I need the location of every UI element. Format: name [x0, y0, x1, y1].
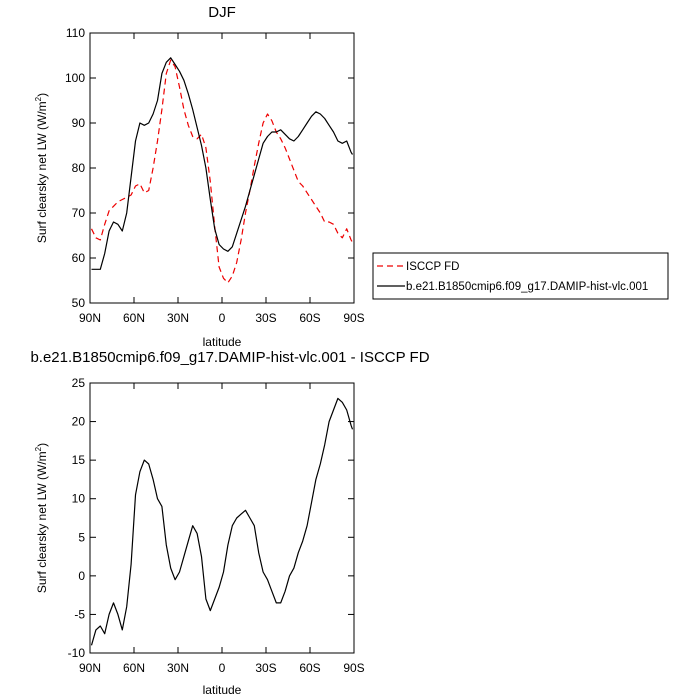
legend-label-model: b.e21.B1850cmip6.f09_g17.DAMIP-hist-vlc.…: [406, 281, 648, 293]
bottom-y-axis-label-main: Surf clearsky net LW (W/m: [35, 451, 49, 593]
top-y-tick-label: 80: [72, 161, 86, 175]
bottom-x-axis-label: latitude: [203, 683, 242, 697]
bottom-x-ticks: 90N 60N 30N 0 30S 60S 90S: [79, 383, 365, 675]
top-x-axis-label: latitude: [203, 335, 242, 349]
bottom-y-tick-label: 10: [72, 492, 86, 506]
top-y-axis-label: Surf clearsky net LW (W/m2): [34, 93, 49, 243]
bottom-y-tick-label: 20: [72, 415, 86, 429]
top-x-tick-label: 60N: [123, 311, 145, 325]
bottom-y-tick-label: 0: [78, 569, 85, 583]
top-x-tick-label: 90N: [79, 311, 101, 325]
bottom-y-tick-label: -10: [68, 646, 86, 660]
bottom-x-tick-label: 30S: [255, 661, 276, 675]
bottom-y-tick-label: 5: [78, 530, 85, 544]
top-y-tick-label: 70: [72, 206, 86, 220]
bottom-series-lines: [90, 397, 354, 646]
top-x-tick-label: 0: [219, 311, 226, 325]
top-x-ticks: 90N 60N 30N 0 30S 60S 90S: [79, 33, 365, 325]
bottom-y-tick-label: 15: [72, 453, 86, 467]
top-x-tick-label: 30S: [255, 311, 276, 325]
top-y-axis-label-sup: 2: [34, 96, 43, 101]
top-y-tick-label: 50: [72, 296, 86, 310]
top-y-tick-label: 60: [72, 251, 86, 265]
panel-bottom: b.e21.B1850cmip6.f09_g17.DAMIP-hist-vlc.…: [30, 349, 429, 697]
top-series-line-1: [90, 59, 354, 284]
bottom-x-tick-label: 30N: [167, 661, 189, 675]
top-x-tick-label: 30N: [167, 311, 189, 325]
legend-box: [372, 252, 669, 300]
bottom-x-tick-label: 90S: [343, 661, 364, 675]
bottom-plot-frame: [89, 382, 355, 654]
bottom-series-line-1: [90, 397, 354, 646]
legend: ISCCP FD b.e21.B1850cmip6.f09_g17.DAMIP-…: [372, 252, 669, 300]
bottom-x-tick-label: 60S: [299, 661, 320, 675]
bottom-y-ticks: -10 -5 0 5 10 15 20 25: [68, 376, 354, 660]
top-x-tick-label: 90S: [343, 311, 364, 325]
bottom-y-axis-label-end: ): [35, 443, 49, 447]
bottom-x-tick-label: 0: [219, 661, 226, 675]
bottom-chart-title: b.e21.B1850cmip6.f09_g17.DAMIP-hist-vlc.…: [30, 349, 429, 366]
top-series-line-2: [91, 57, 354, 270]
top-series-lines: [90, 57, 354, 284]
top-y-tick-label: 100: [65, 71, 85, 85]
bottom-y-tick-label: -5: [74, 607, 85, 621]
panel-top: DJF 50 60 70 80 90 100 110 90N 60N 30N 0 30S 60S 90S…: [34, 4, 365, 349]
bottom-x-tick-label: 90N: [79, 661, 101, 675]
top-chart-title: DJF: [208, 4, 236, 21]
top-x-tick-label: 60S: [299, 311, 320, 325]
top-y-tick-label: 90: [72, 116, 86, 130]
bottom-x-tick-label: 60N: [123, 661, 145, 675]
top-y-tick-label: 110: [66, 26, 85, 40]
bottom-y-axis-label-sup: 2: [34, 446, 43, 451]
top-y-axis-label-end: ): [35, 93, 49, 97]
bottom-y-tick-label: 25: [72, 376, 86, 390]
bottom-y-axis-label: Surf clearsky net LW (W/m2): [34, 443, 49, 593]
top-plot-frame: [89, 32, 355, 304]
legend-label-isccp: ISCCP FD: [406, 261, 459, 273]
top-y-ticks: 50 60 70 80 90 100 110: [65, 26, 354, 310]
top-y-axis-label-main: Surf clearsky net LW (W/m: [35, 101, 49, 243]
